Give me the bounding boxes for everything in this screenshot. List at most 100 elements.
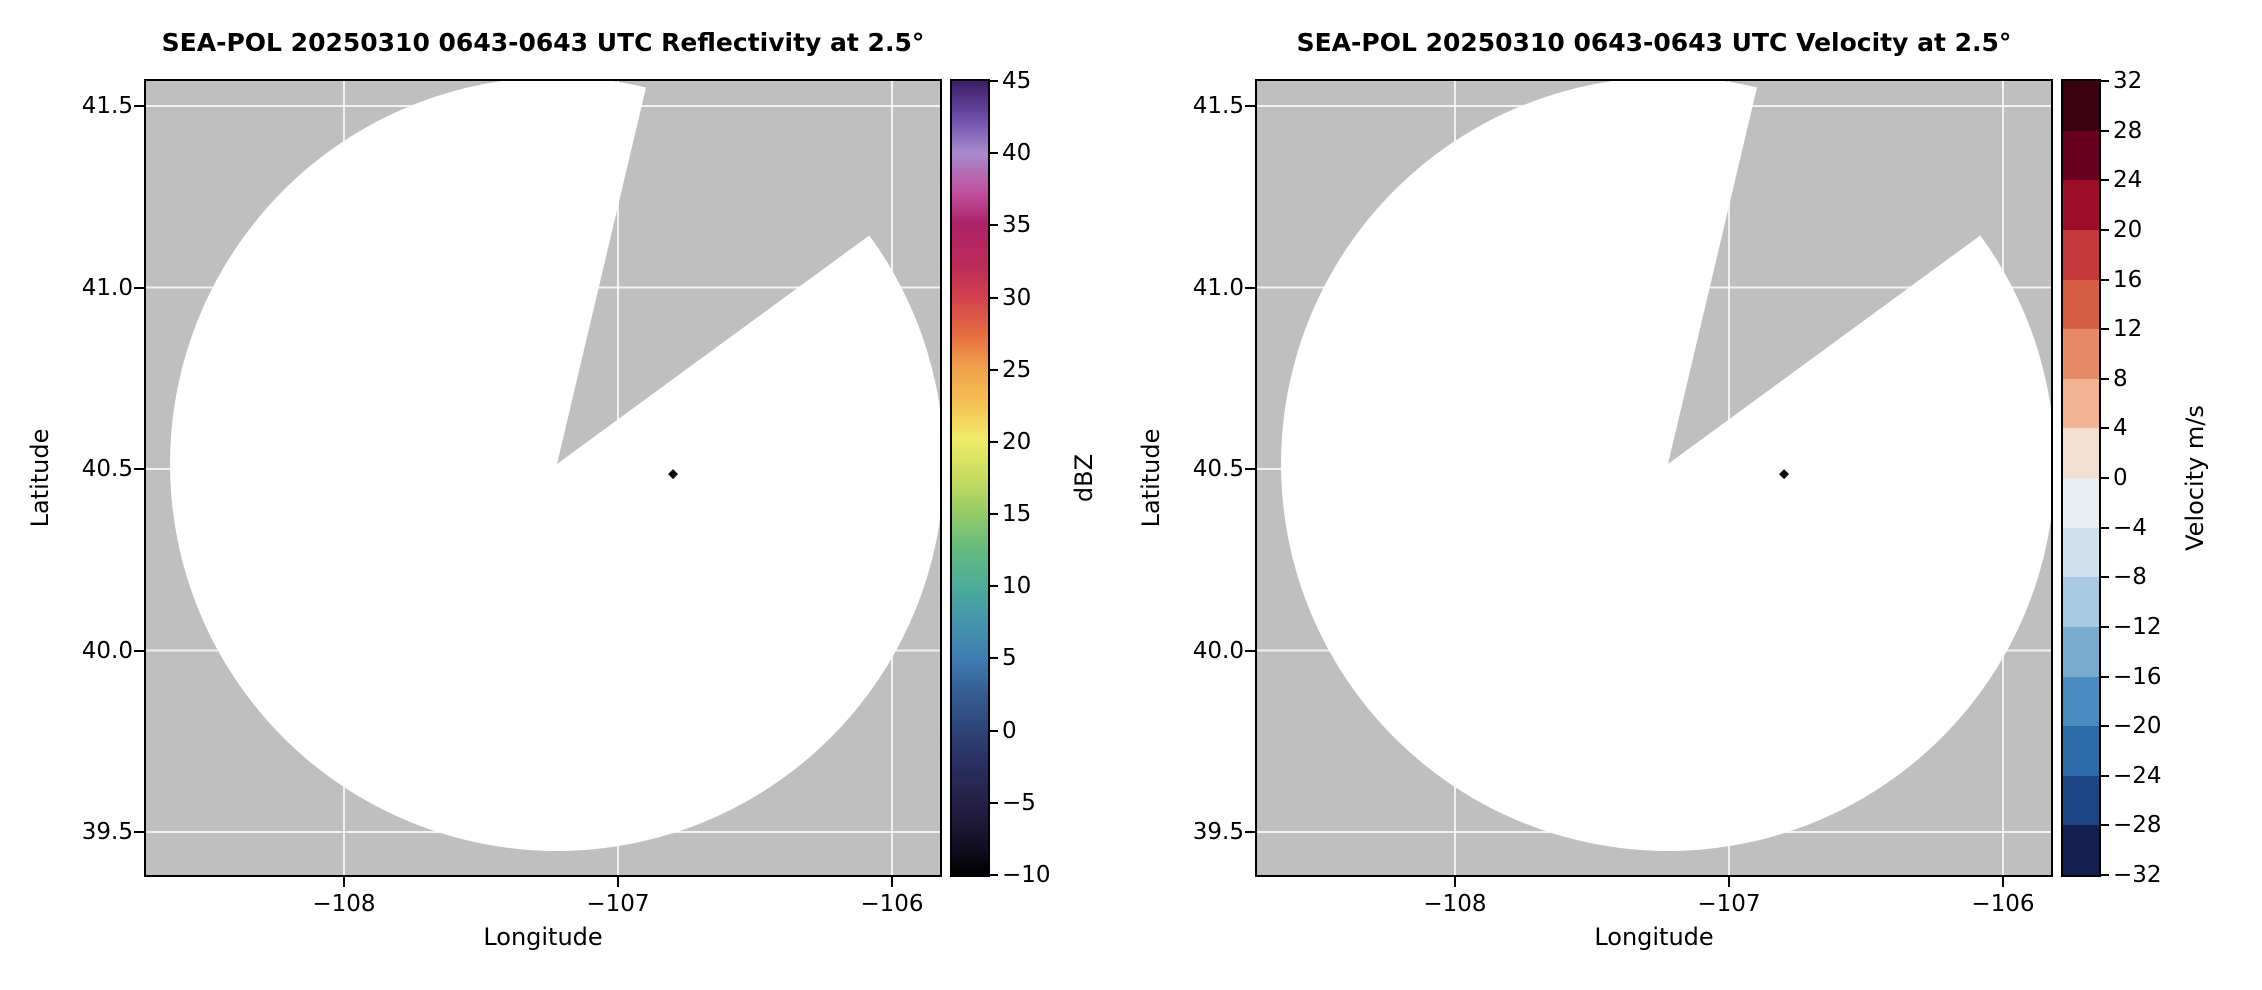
colorbar-tick-label: 40 (1002, 140, 1032, 167)
plot-title: SEA-POL 20250310 0643-0643 UTC Velocity … (1296, 28, 2012, 57)
y-tick-label: 40.0 (81, 637, 133, 664)
colorbar-tick-label: 24 (2113, 167, 2143, 194)
y-tick-label: 39.5 (1192, 819, 1244, 846)
y-tick (134, 105, 144, 107)
colorbar-tick (2101, 874, 2109, 876)
y-tick-label: 40.5 (81, 456, 133, 483)
y-tick-label: 40.5 (1192, 456, 1244, 483)
colorbar-tick (990, 513, 998, 516)
colorbar-segment (2063, 229, 2099, 280)
colorbar-tick (2101, 228, 2109, 231)
colorbar-tick (2101, 725, 2109, 728)
y-axis-label: Latitude (1137, 428, 1165, 528)
colorbar-tick (2101, 477, 2109, 479)
colorbar (2061, 79, 2101, 877)
y-axis-label: Latitude (26, 428, 54, 528)
colorbar-segment (2063, 130, 2099, 181)
colorbar-tick-label: 45 (1002, 68, 1032, 94)
colorbar-tick (2101, 576, 2109, 579)
colorbar-tick-label: 4 (2113, 415, 2128, 442)
colorbar-tick (990, 440, 998, 443)
colorbar-tick-label: 16 (2113, 266, 2143, 293)
colorbar-segment (2063, 775, 2099, 826)
colorbar-tick (2101, 129, 2109, 132)
colorbar-tick (990, 729, 998, 732)
colorbar-segment (2063, 428, 2099, 478)
x-tick (1453, 877, 1456, 887)
colorbar-tick (2101, 824, 2109, 827)
y-tick (1245, 468, 1255, 471)
y-tick (1245, 649, 1255, 652)
y-tick (134, 286, 144, 289)
colorbar-tick-label: 35 (1002, 212, 1032, 239)
colorbar-tick-label: 0 (2113, 465, 2128, 491)
velocity-panel: SEA-POL 20250310 0643-0643 UTC Velocity … (1111, 0, 2242, 990)
echo-marker (1779, 469, 1790, 480)
colorbar-tick-label: −20 (2113, 713, 2162, 740)
colorbar-tick (990, 80, 998, 82)
y-tick (134, 468, 144, 471)
colorbar-label: dBZ (1070, 453, 1098, 503)
colorbar-tick (2101, 179, 2109, 182)
x-tick-label: −106 (1971, 891, 2035, 917)
blocked-sector-wedge (1668, 81, 2051, 465)
colorbar-tick-label: −10 (1002, 862, 1051, 888)
colorbar-tick (990, 801, 998, 804)
colorbar-tick-label: 8 (2113, 365, 2128, 392)
colorbar-segment (2063, 329, 2099, 379)
echo-marker (668, 469, 679, 480)
colorbar-tick (2101, 377, 2109, 380)
colorbar-tick (2101, 774, 2109, 777)
colorbar-tick-label: 12 (2113, 316, 2143, 343)
colorbar-tick-label: 30 (1002, 284, 1032, 311)
y-tick (1245, 105, 1255, 107)
colorbar-tick (2101, 278, 2109, 281)
y-tick-label: 41.5 (81, 93, 133, 119)
colorbar-tick (990, 368, 998, 371)
colorbar-tick-label: 25 (1002, 356, 1032, 383)
radar-ppi-canvas (146, 81, 940, 875)
colorbar-segment (2063, 577, 2099, 627)
colorbar-tick-label: −5 (1002, 789, 1036, 816)
colorbar-tick-label: −24 (2113, 762, 2162, 789)
plot-area (144, 79, 942, 877)
x-tick (342, 877, 345, 887)
colorbar-segment (2063, 279, 2099, 330)
colorbar-tick-label: −4 (2113, 514, 2147, 541)
colorbar-tick (2101, 526, 2109, 529)
x-axis-label: Longitude (1594, 923, 1714, 951)
colorbar-segment (2063, 180, 2099, 230)
colorbar-tick (2101, 675, 2109, 678)
plot-area (1255, 79, 2053, 877)
colorbar-tick-label: −28 (2113, 812, 2162, 839)
colorbar-tick (990, 224, 998, 227)
y-tick (134, 649, 144, 652)
colorbar-tick-label: −32 (2113, 862, 2162, 888)
y-tick (134, 831, 144, 834)
colorbar-tick (2101, 328, 2109, 331)
colorbar-tick-label: −12 (2113, 613, 2162, 640)
colorbar-tick (990, 296, 998, 299)
colorbar-segment (2063, 527, 2099, 578)
colorbar-tick-label: 20 (2113, 216, 2143, 243)
colorbar-tick-label: −16 (2113, 663, 2162, 690)
x-axis-label: Longitude (483, 923, 603, 951)
x-tick-label: −106 (860, 891, 924, 917)
colorbar-tick-label: 0 (1002, 717, 1017, 744)
y-tick (1245, 286, 1255, 289)
x-tick-label: −107 (1697, 891, 1761, 917)
colorbar-tick-label: −8 (2113, 564, 2147, 591)
colorbar-segment (2063, 825, 2099, 875)
colorbar-tick-label: 10 (1002, 573, 1032, 600)
colorbar (950, 79, 990, 877)
colorbar-tick (990, 657, 998, 660)
colorbar-tick (990, 152, 998, 155)
y-tick-label: 41.0 (1192, 274, 1244, 301)
colorbar-segment (2063, 726, 2099, 776)
colorbar-segment (2063, 626, 2099, 677)
colorbar-tick (2101, 427, 2109, 430)
y-tick-label: 40.0 (1192, 637, 1244, 664)
x-tick-label: −108 (312, 891, 376, 917)
radar-ppi-canvas (1257, 81, 2051, 875)
colorbar-tick (990, 874, 998, 876)
